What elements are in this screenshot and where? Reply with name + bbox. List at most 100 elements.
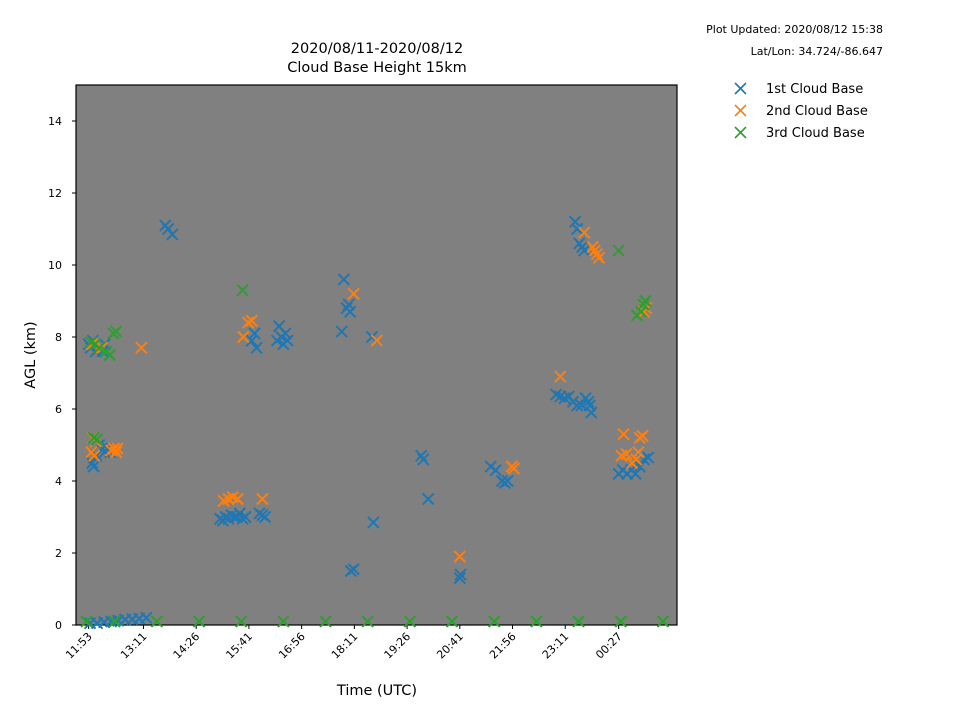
series-3-point (150, 615, 164, 628)
x-tick-label: 23:11 (540, 630, 572, 662)
series-2-point (111, 442, 124, 455)
series-2-point (109, 445, 123, 459)
series-1-point (421, 492, 435, 506)
series-3-point (614, 615, 627, 628)
series-3-point (656, 615, 670, 628)
series-2-point (237, 330, 250, 344)
plot-updated-text: Plot Updated: 2020/08/12 15:38 (706, 23, 883, 36)
series-2-point (231, 492, 244, 506)
x-tick-label: 11:53 (63, 630, 95, 662)
series-1-point (570, 222, 584, 236)
series-3-point (319, 615, 332, 628)
x-tick-label: 15:41 (223, 630, 255, 662)
series-1-point (585, 406, 598, 419)
legend-marker-3 (734, 126, 747, 139)
x-tick-label: 13:11 (118, 630, 150, 662)
series-1-point (281, 334, 294, 347)
series-3-point (103, 348, 116, 362)
series-3-point (108, 615, 121, 628)
series-3-point (403, 615, 417, 628)
series-2-point (617, 427, 630, 441)
y-axis-label: AGL (km) (23, 321, 39, 388)
series-2-point (578, 226, 591, 239)
series-3-point (92, 341, 106, 355)
series-3-point (236, 283, 249, 297)
series-3-point (488, 615, 501, 628)
series-1-point (335, 325, 348, 338)
series-3-point (612, 244, 625, 257)
x-tick-label: 00:27 (593, 630, 625, 662)
x-tick-label: 20:41 (434, 630, 466, 662)
series-1-point (582, 395, 595, 409)
series-2-point (242, 316, 255, 329)
series-3-point (445, 615, 459, 628)
series-1-point (578, 244, 591, 257)
series-1-point (343, 305, 357, 319)
y-tick-label: 12 (48, 187, 62, 200)
x-tick-label: 14:26 (171, 630, 203, 662)
series-1-point (641, 451, 655, 464)
series-3-point (277, 615, 290, 628)
series-2-point (592, 251, 606, 265)
chart-title: 2020/08/11-2020/08/12 (290, 41, 464, 57)
series-1-point (575, 240, 589, 254)
y-tick-label: 10 (48, 259, 62, 272)
series-2-point (347, 287, 360, 301)
series-3-point (530, 615, 543, 628)
y-tick-label: 8 (55, 331, 62, 344)
series-1-point (337, 273, 351, 286)
series-3-point (192, 615, 206, 628)
legend-item-3: 3rd Cloud Base (730, 122, 868, 144)
series-1-point (248, 327, 261, 340)
series-1-point (417, 453, 430, 466)
series-2-point (554, 370, 567, 383)
series-3-point (109, 325, 123, 338)
series-1-point (568, 215, 582, 229)
series-1-point (489, 463, 502, 477)
series-1-point (279, 327, 292, 340)
y-tick-label: 0 (55, 619, 62, 632)
series-2-point (135, 341, 148, 355)
series-3-point (234, 615, 248, 628)
chart-subtitle: Cloud Base Height 15km (287, 60, 467, 76)
legend-item-1: 1st Cloud Base (730, 78, 868, 100)
series-3-point (361, 615, 374, 628)
series-1-point (166, 228, 179, 241)
series-1-point (454, 568, 467, 581)
series-2-point (636, 429, 649, 443)
series-2-point (88, 449, 101, 463)
series-3-point (90, 433, 104, 446)
x-tick-label: 19:26 (382, 630, 414, 662)
x-axis-label: Time (UTC) (336, 683, 417, 699)
series-1-point (239, 510, 252, 524)
legend-marker-1 (734, 82, 747, 95)
data-marks (80, 215, 670, 630)
y-tick-label: 6 (55, 403, 62, 416)
series-1-point (501, 474, 514, 488)
legend-marker-2 (734, 104, 747, 117)
series-1-point (367, 516, 380, 529)
series-3-point (634, 305, 648, 319)
series-2-point (245, 314, 258, 328)
series-3-point (639, 294, 652, 308)
series-1-point (453, 571, 467, 585)
series-3-point (637, 298, 650, 311)
series-1-point (258, 510, 272, 524)
y-tick-label: 2 (55, 547, 62, 560)
series-1-point (629, 467, 642, 481)
series-2-point (453, 550, 467, 563)
legend: 1st Cloud Base 2nd Cloud Base 3rd Cloud … (730, 78, 868, 144)
series-2-point (507, 462, 521, 475)
legend-label-1: 1st Cloud Base (766, 81, 864, 97)
series-1-point (250, 341, 263, 355)
series-1-point (140, 611, 153, 625)
series-1-point (414, 449, 428, 463)
legend-item-2: 2nd Cloud Base (730, 100, 868, 122)
y-tick-label: 4 (55, 475, 62, 488)
y-tick-label: 14 (48, 115, 62, 128)
x-tick-label: 18:11 (329, 630, 361, 662)
series-1-point (87, 460, 100, 473)
legend-label-2: 2nd Cloud Base (766, 103, 868, 119)
series-1-point (347, 562, 360, 576)
